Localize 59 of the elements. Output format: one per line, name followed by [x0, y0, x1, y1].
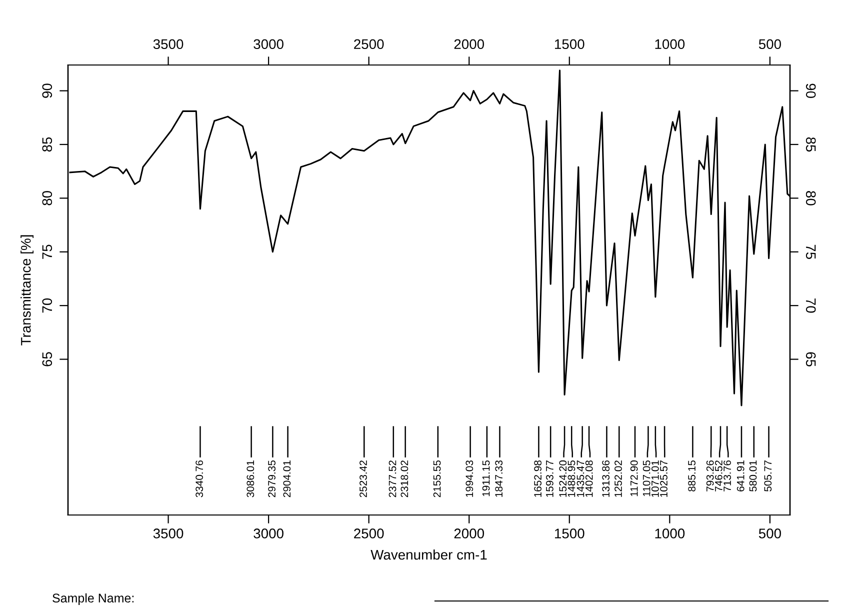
- annotation: 505.77: [764, 460, 772, 492]
- annotation: 713.76: [724, 460, 731, 492]
- y-axis-title: Transmittance [%]: [20, 235, 34, 346]
- annotation: 1107.05: [642, 460, 650, 496]
- y2-tick-label: 85: [806, 137, 816, 152]
- annotation: 793.26: [706, 460, 714, 492]
- annotation: 1435.47: [576, 460, 584, 497]
- y2-tick-label: 75: [806, 244, 816, 260]
- annotation: 641.91: [736, 460, 744, 492]
- y2-tick-label: 70: [806, 298, 816, 313]
- annotation: 1071.01: [651, 460, 659, 497]
- x2-tick-label: 3000: [254, 39, 284, 50]
- x-tick-label: 2000: [454, 528, 484, 538]
- annotation: 2979.35: [268, 460, 276, 498]
- annotation: 2904.01: [283, 460, 291, 498]
- x2-tick-label: 2000: [454, 39, 484, 50]
- annotation: 1524.20: [559, 460, 567, 497]
- x-tick-label: 1000: [655, 528, 685, 538]
- annotation: 580.01: [749, 460, 757, 492]
- annotation: 1313.86: [602, 460, 610, 497]
- annotation: 1025.57: [660, 460, 668, 497]
- annotation: 2523.42: [360, 460, 367, 498]
- x2-tick-label: 1500: [555, 39, 584, 50]
- annotation: 1172.90: [630, 460, 638, 496]
- x-tick-label: 1500: [555, 528, 584, 538]
- x2-tick-label: 500: [758, 39, 781, 50]
- x2-tick-label: 2500: [354, 39, 384, 50]
- annotation: 1652.98: [534, 460, 542, 497]
- annotation: 1593.77: [546, 460, 554, 497]
- y2-tick-label: 90: [806, 84, 816, 98]
- x-tick-label: 3500: [153, 528, 184, 538]
- x2-tick-label: 1000: [655, 39, 685, 50]
- annotation: 885.15: [688, 460, 696, 492]
- annotation: 2318.02: [400, 460, 408, 498]
- annotation: 1911.15: [482, 460, 490, 496]
- annotation: 2155.55: [433, 460, 441, 498]
- annotation: 1847.33: [495, 460, 503, 497]
- x-tick-label: 3000: [254, 528, 284, 538]
- annotation: 3086.01: [246, 460, 254, 498]
- y-tick-label: 90: [42, 84, 52, 98]
- y-tick-label: 80: [42, 190, 52, 206]
- annotation: 1488.95: [568, 460, 576, 497]
- annotation: 1994.03: [466, 460, 474, 497]
- text: Sample Name:: [52, 593, 134, 605]
- annotation: 2377.52: [388, 460, 396, 498]
- y-tick-label: 65: [42, 352, 52, 366]
- annotation: 1402.08: [585, 460, 593, 497]
- annotation: 1252.02: [614, 460, 622, 497]
- annotation: 3340.76: [196, 460, 204, 498]
- x-axis-title: Wavenumber cm-1: [370, 549, 487, 560]
- x-tick-label: 500: [758, 528, 781, 538]
- y-tick-label: 75: [42, 244, 52, 259]
- y2-tick-label: 80: [806, 191, 816, 206]
- y2-tick-label: 65: [806, 352, 816, 366]
- x-tick-label: 2500: [354, 528, 384, 538]
- annotation: 746.52: [714, 460, 722, 492]
- x2-tick-label: 3500: [153, 39, 184, 50]
- y-tick-label: 85: [42, 137, 52, 152]
- y-tick-label: 70: [42, 298, 52, 313]
